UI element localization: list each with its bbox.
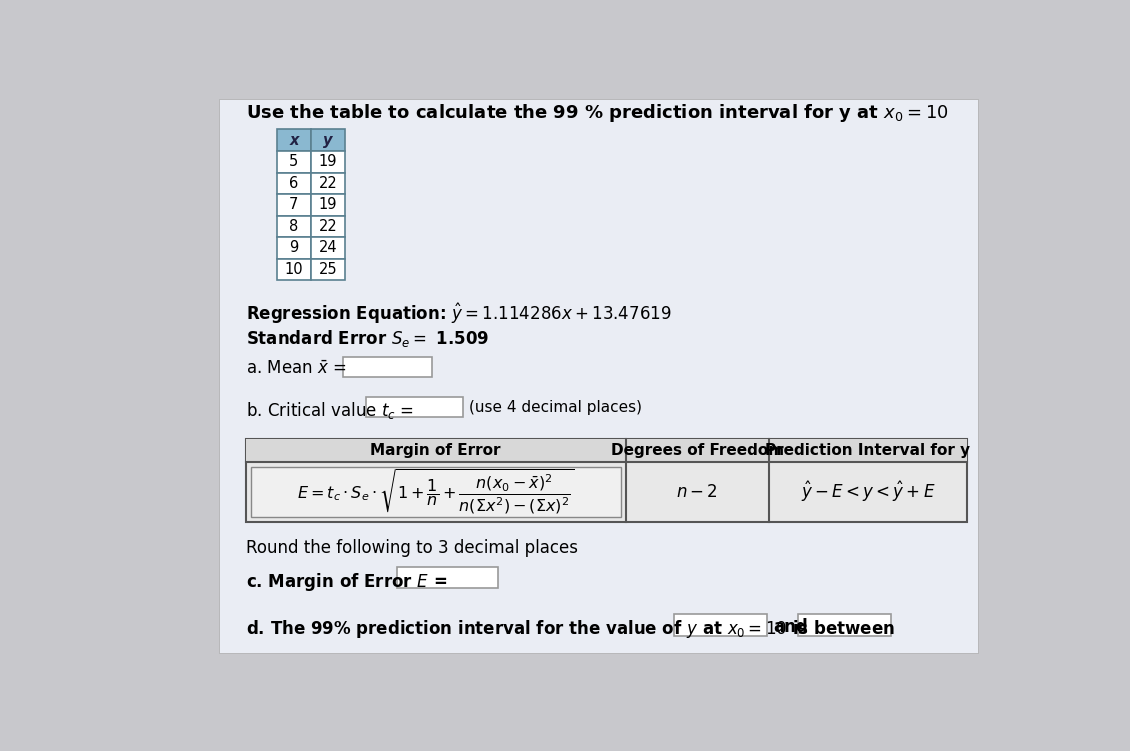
Text: 5: 5 <box>289 154 298 169</box>
Text: $E = t_c \cdot S_e \cdot \sqrt{1 + \dfrac{1}{n} + \dfrac{n(x_0 - \bar{x})^2}{n(\: $E = t_c \cdot S_e \cdot \sqrt{1 + \dfra… <box>297 468 574 517</box>
Bar <box>342 357 432 377</box>
Text: Round the following to 3 decimal places: Round the following to 3 decimal places <box>246 539 577 557</box>
Text: 7: 7 <box>289 198 298 213</box>
Bar <box>277 259 311 280</box>
Text: $n - 2$: $n - 2$ <box>677 483 719 501</box>
Bar <box>366 397 463 418</box>
Text: Use the table to calculate the 99 % prediction interval for y at $x_0 = 10$: Use the table to calculate the 99 % pred… <box>246 101 948 124</box>
Bar <box>311 259 345 280</box>
Bar <box>277 237 311 259</box>
Bar <box>311 216 345 237</box>
Bar <box>311 129 345 151</box>
Text: b. Critical value $t_c$ =: b. Critical value $t_c$ = <box>246 400 414 421</box>
Bar <box>277 151 311 173</box>
Text: 19: 19 <box>319 154 337 169</box>
Bar <box>277 216 311 237</box>
Text: $\hat{y} - E < y < \hat{y} + E$: $\hat{y} - E < y < \hat{y} + E$ <box>800 480 936 505</box>
Bar <box>675 614 767 636</box>
Text: 24: 24 <box>319 240 338 255</box>
Bar <box>770 439 966 462</box>
Text: 22: 22 <box>319 176 338 191</box>
Bar <box>277 129 311 151</box>
Text: 8: 8 <box>289 219 298 234</box>
Text: 10: 10 <box>285 262 303 277</box>
Text: (use 4 decimal places): (use 4 decimal places) <box>469 400 642 415</box>
Bar <box>397 567 497 588</box>
Bar <box>219 98 979 653</box>
Text: Prediction Interval for y: Prediction Interval for y <box>765 443 971 458</box>
Bar <box>311 151 345 173</box>
Text: and: and <box>774 617 808 635</box>
Text: 9: 9 <box>289 240 298 255</box>
Bar <box>246 439 626 462</box>
Text: Degrees of Freedom: Degrees of Freedom <box>610 443 784 458</box>
Text: 22: 22 <box>319 219 338 234</box>
Bar <box>251 466 622 517</box>
Text: c. Margin of Error $E$ =: c. Margin of Error $E$ = <box>246 572 447 593</box>
Text: 6: 6 <box>289 176 298 191</box>
Text: 25: 25 <box>319 262 338 277</box>
Bar <box>277 173 311 194</box>
Text: Regression Equation: $\hat{y} = 1.114286x + 13.47619$: Regression Equation: $\hat{y} = 1.114286… <box>246 302 671 327</box>
Text: 19: 19 <box>319 198 337 213</box>
Bar <box>246 439 966 522</box>
Text: d. The 99% prediction interval for the value of $y$ at $x_0 = 10$ is between: d. The 99% prediction interval for the v… <box>246 617 895 640</box>
Text: Margin of Error: Margin of Error <box>371 443 501 458</box>
Text: x: x <box>289 133 298 148</box>
Text: Standard Error $S_e =$ 1.509: Standard Error $S_e =$ 1.509 <box>246 328 489 349</box>
Bar <box>311 237 345 259</box>
Bar <box>799 614 892 636</box>
Bar <box>626 439 770 462</box>
Bar <box>311 173 345 194</box>
Text: a. Mean $\bar{x}$ =: a. Mean $\bar{x}$ = <box>246 360 347 379</box>
Text: y: y <box>323 133 332 148</box>
Bar <box>311 194 345 216</box>
Bar <box>277 194 311 216</box>
